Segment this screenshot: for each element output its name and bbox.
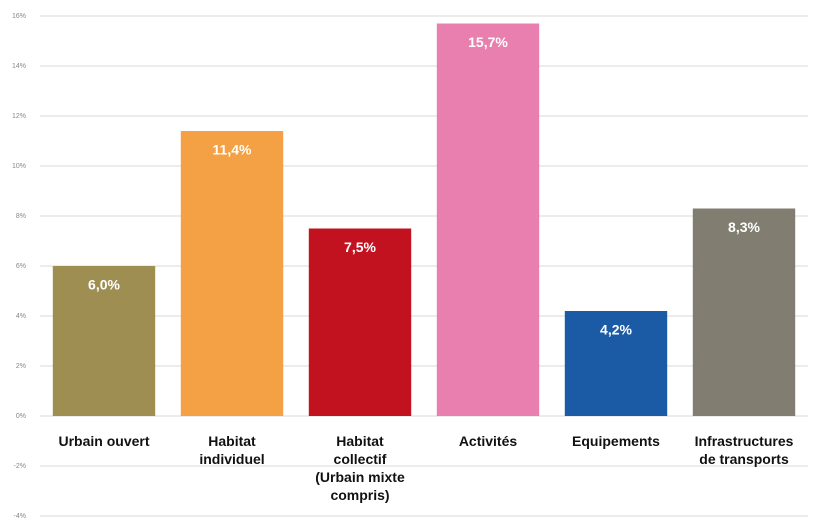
value-label: 11,4% (213, 142, 252, 158)
bar (436, 23, 540, 416)
bar (180, 131, 284, 416)
x-tick-label: Activités (458, 433, 518, 449)
y-tick-label: 6% (16, 263, 26, 270)
y-tick-label: 10% (12, 163, 26, 170)
y-tick-label: 8% (16, 213, 26, 220)
x-tick-label: Equipements (572, 433, 660, 449)
y-tick-label: 14% (12, 63, 26, 70)
y-tick-label: -2% (14, 463, 26, 470)
value-label: 4,2% (600, 322, 632, 338)
bar (52, 266, 156, 416)
bar (692, 208, 796, 416)
bar (564, 311, 668, 416)
x-tick-label: Habitat individuel (199, 433, 265, 467)
x-tick-label: Urbain ouvert (58, 433, 150, 449)
value-label: 6,0% (88, 277, 120, 293)
bar (308, 228, 412, 416)
y-tick-label: -4% (14, 513, 26, 520)
value-label: 15,7% (468, 34, 508, 50)
y-tick-label: 0% (16, 413, 26, 420)
x-tick-label: Infrastructures de transports (694, 433, 794, 467)
y-tick-label: 4% (16, 313, 26, 320)
value-label: 7,5% (344, 239, 376, 255)
y-tick-label: 2% (16, 363, 26, 370)
x-tick-label: Habitat collectif (Urbain mixte compris) (315, 433, 405, 503)
y-tick-label: 16% (12, 13, 26, 20)
value-label: 8,3% (728, 219, 760, 235)
y-tick-label: 12% (12, 113, 26, 120)
